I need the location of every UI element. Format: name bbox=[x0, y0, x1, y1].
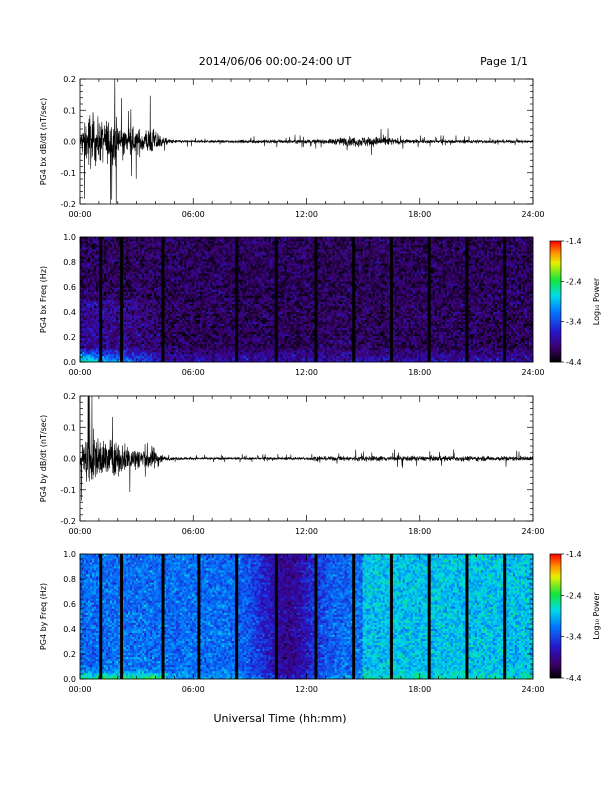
y-tick-label: -0.2 bbox=[60, 517, 76, 526]
x-tick-label: 12:00 bbox=[295, 685, 318, 694]
y-tick-label: 1.0 bbox=[63, 550, 76, 559]
data-gap bbox=[197, 554, 201, 679]
x-tick-label: 12:00 bbox=[295, 527, 318, 536]
colorbar-frame bbox=[549, 553, 562, 679]
by-colorbar: -1.4 -2.4 -3.4 -4.4 Log₁₀ Power bbox=[549, 550, 601, 683]
y-tick-label: 0.0 bbox=[63, 455, 76, 464]
y-tick-label: 0.0 bbox=[63, 358, 76, 367]
y-tick-label: 0.4 bbox=[63, 625, 76, 634]
data-gap bbox=[465, 554, 469, 679]
data-gap bbox=[389, 237, 393, 362]
y-tick-label: -0.2 bbox=[60, 200, 76, 209]
by-spectrogram-panel: 00:00 06:00 12:00 18:00 24:00 1.0 0.8 0.6 0.4 0.2… bbox=[39, 550, 545, 694]
x-tick-label: 24:00 bbox=[521, 685, 544, 694]
colorbar-tick-label: -4.4 bbox=[566, 674, 582, 683]
page-number: Page 1/1 bbox=[480, 55, 528, 68]
x-tick-label: 12:00 bbox=[295, 368, 318, 377]
y-tick-label: 0.0 bbox=[63, 675, 76, 684]
waveform-series bbox=[79, 395, 534, 501]
colorbar-label: Log₁₀ Power bbox=[592, 592, 601, 640]
spectrogram-cells bbox=[80, 237, 534, 363]
x-tick-label: 06:00 bbox=[182, 210, 205, 219]
x-tick-label: 12:00 bbox=[295, 210, 318, 219]
x-tick-label: 00:00 bbox=[68, 368, 91, 377]
y-tick-label: 0.1 bbox=[63, 106, 76, 115]
x-tick-label: 00:00 bbox=[68, 210, 91, 219]
data-gap bbox=[161, 237, 165, 362]
data-gap bbox=[274, 237, 278, 362]
y-tick-label: -0.1 bbox=[60, 169, 76, 178]
data-gap bbox=[161, 554, 165, 679]
y-tick-label: 0.8 bbox=[63, 575, 76, 584]
data-gap bbox=[99, 237, 103, 362]
x-tick-label: 24:00 bbox=[521, 527, 544, 536]
data-gap bbox=[427, 554, 431, 679]
colorbar-tick-label: -1.4 bbox=[566, 237, 582, 246]
y-tick-label: 0.2 bbox=[63, 75, 76, 84]
y-tick-label: 0.1 bbox=[63, 423, 76, 432]
data-gap bbox=[314, 237, 318, 362]
x-tick-label: 24:00 bbox=[521, 368, 544, 377]
waveform-series bbox=[79, 78, 534, 205]
bx-colorbar: -1.4 -2.4 -3.4 -4.4 Log₁₀ Power bbox=[549, 237, 601, 367]
x-tick-label: 06:00 bbox=[182, 368, 205, 377]
spectrogram-cells bbox=[80, 554, 534, 680]
y-tick-label: 0.2 bbox=[63, 333, 76, 342]
data-gap bbox=[314, 554, 318, 679]
y-tick-label: 0.6 bbox=[63, 283, 76, 292]
y-axis-label: PG4 by dB/dt (nT/sec) bbox=[39, 415, 48, 502]
data-gap bbox=[465, 237, 469, 362]
x-axis-label: Universal Time (hh:mm) bbox=[214, 712, 347, 725]
x-tick-label: 00:00 bbox=[68, 527, 91, 536]
page-title: 2014/06/06 00:00-24:00 UT bbox=[199, 55, 352, 68]
bx-waveform-panel: 00:00 06:00 12:00 18:00 24:00 0.2 0.1 0.0 -0.1 -0… bbox=[39, 75, 545, 219]
y-tick-label: 0.2 bbox=[63, 650, 76, 659]
x-tick-label: 18:00 bbox=[408, 685, 431, 694]
colorbar-tick-label: -1.4 bbox=[566, 550, 582, 559]
y-tick-label: 0.6 bbox=[63, 600, 76, 609]
data-gap bbox=[120, 237, 124, 362]
x-tick-label: 18:00 bbox=[408, 210, 431, 219]
data-gap bbox=[352, 237, 356, 362]
y-axis-label: PG4 bx dB/dt (nT/sec) bbox=[39, 98, 48, 185]
by-waveform-panel: 00:00 06:00 12:00 18:00 24:00 0.2 0.1 0.0 -0.1 -0… bbox=[39, 392, 545, 536]
data-gap bbox=[235, 554, 239, 679]
x-tick-label: 24:00 bbox=[521, 210, 544, 219]
x-tick-label: 18:00 bbox=[408, 368, 431, 377]
data-gap bbox=[120, 554, 124, 679]
data-gap bbox=[389, 554, 393, 679]
y-tick-label: 0.4 bbox=[63, 308, 76, 317]
y-tick-label: -0.1 bbox=[60, 486, 76, 495]
plot-frame bbox=[79, 395, 534, 522]
x-tick-label: 00:00 bbox=[68, 685, 91, 694]
x-tick-label: 06:00 bbox=[182, 527, 205, 536]
data-gap bbox=[99, 554, 103, 679]
bx-spectrogram-panel: 00:00 06:00 12:00 18:00 24:00 1.0 0.8 0.6 0.4 0.2… bbox=[39, 233, 545, 377]
data-gap bbox=[427, 237, 431, 362]
y-tick-label: 0.0 bbox=[63, 138, 76, 147]
x-tick-label: 18:00 bbox=[408, 527, 431, 536]
y-axis-label: PG4 bx Freq (Hz) bbox=[39, 266, 48, 333]
colorbar-tick-label: -3.4 bbox=[566, 318, 582, 327]
colorbar-tick-label: -2.4 bbox=[566, 591, 582, 600]
y-tick-label: 1.0 bbox=[63, 233, 76, 242]
x-tick-label: 06:00 bbox=[182, 685, 205, 694]
colorbar-frame bbox=[549, 240, 562, 363]
data-gap bbox=[503, 554, 507, 679]
data-gap bbox=[503, 237, 507, 362]
y-axis-label: PG4 by Freq (Hz) bbox=[39, 583, 48, 650]
plot-frame bbox=[79, 553, 534, 680]
plot-frame bbox=[79, 78, 534, 205]
data-gap bbox=[352, 554, 356, 679]
colorbar-tick-label: -2.4 bbox=[566, 277, 582, 286]
plot-frame bbox=[79, 236, 534, 363]
y-tick-label: 0.2 bbox=[63, 392, 76, 401]
data-gap bbox=[235, 237, 239, 362]
colorbar-label: Log₁₀ Power bbox=[592, 277, 601, 325]
colorbar-tick-label: -4.4 bbox=[566, 358, 582, 367]
y-tick-label: 0.8 bbox=[63, 258, 76, 267]
data-gap bbox=[274, 554, 278, 679]
colorbar-tick-label: -3.4 bbox=[566, 633, 582, 642]
